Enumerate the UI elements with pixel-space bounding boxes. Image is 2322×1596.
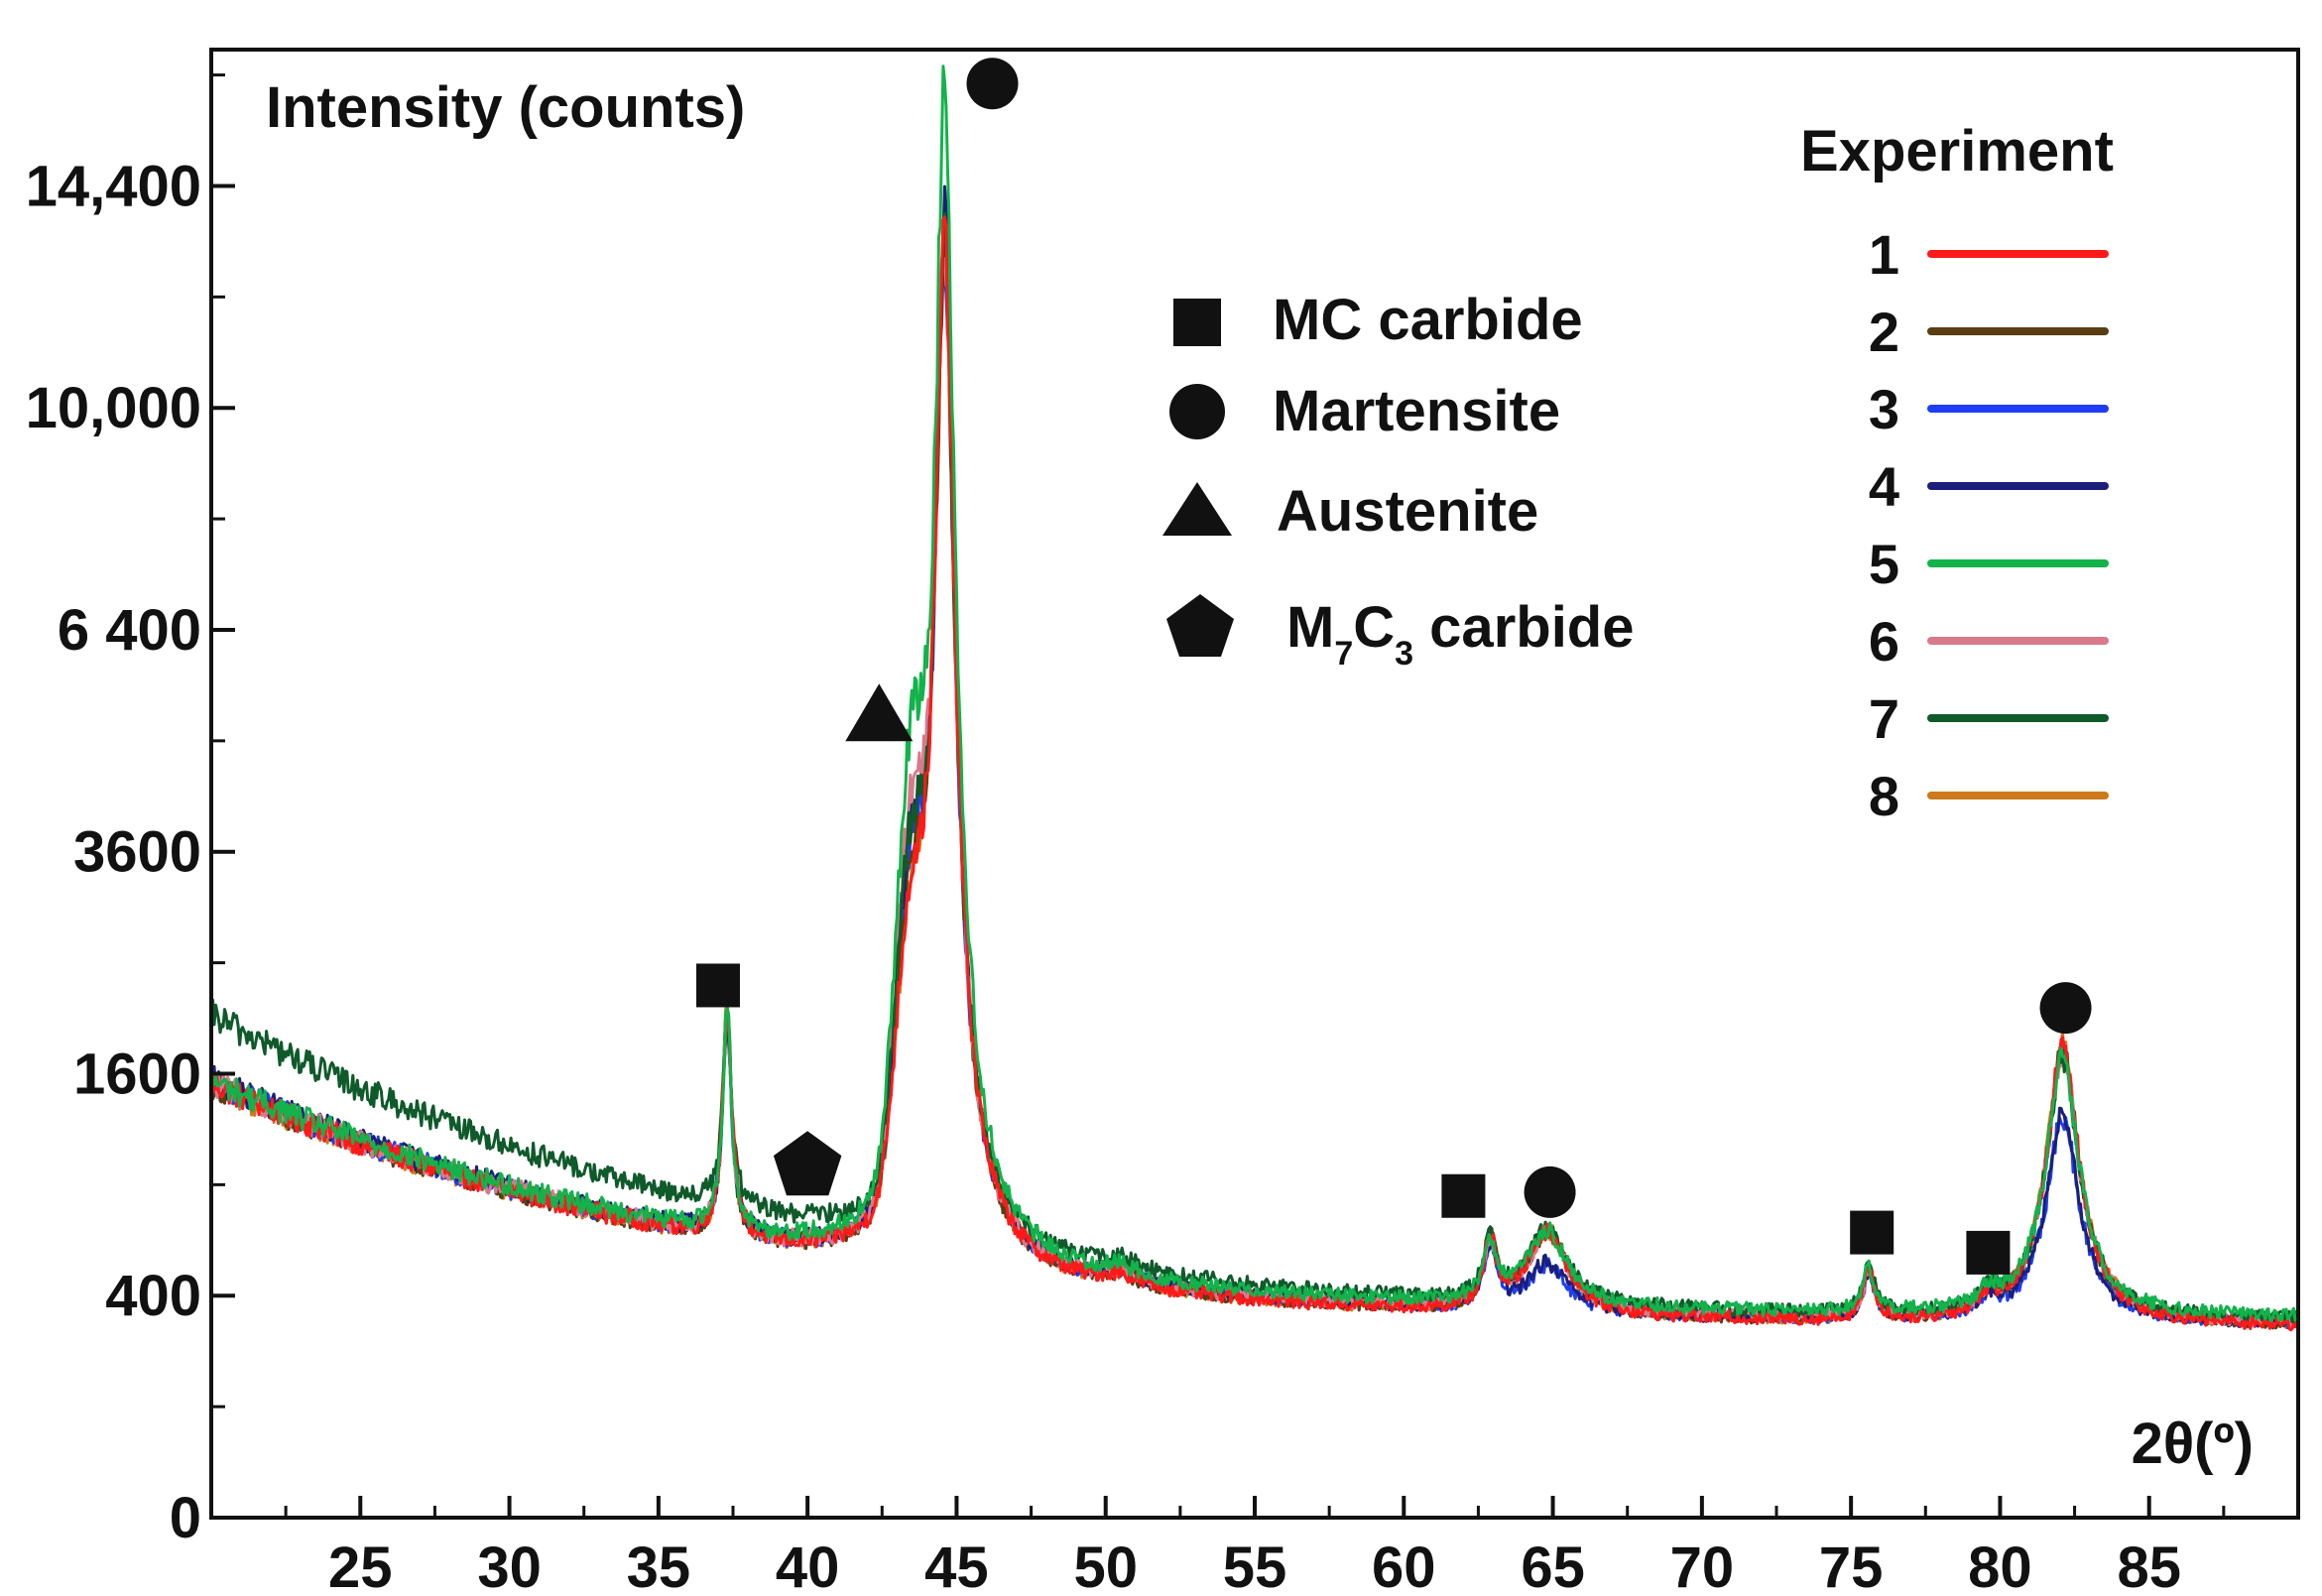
- austenite-marker: [845, 683, 914, 742]
- x-tick-label: 75: [1819, 1535, 1884, 1596]
- legend-title: Experiment: [1800, 119, 2114, 184]
- series-line-5: [209, 64, 2300, 1323]
- y-tick-label: 1600: [73, 1042, 201, 1106]
- phase-legend: MC carbide Martensite Austenite M7C3 car…: [1162, 288, 1635, 673]
- y-tick-label: 6 400: [58, 598, 201, 663]
- y-tick-label: 10,000: [26, 376, 201, 440]
- x-tick-label: 85: [2117, 1535, 2181, 1596]
- x-tick-label: 70: [1670, 1535, 1735, 1596]
- phase-legend-label-m7c3: M7C3 carbide: [1286, 595, 1635, 673]
- m7c3-carbide-marker: [773, 1131, 842, 1196]
- legend-label-4: 4: [1869, 455, 1899, 518]
- legend-label-1: 1: [1869, 223, 1899, 286]
- mc-carbide-marker: [1441, 1173, 1486, 1218]
- series-layer: [209, 64, 2300, 1332]
- x-tick-label: 30: [477, 1535, 542, 1596]
- y-tick-label: 3600: [73, 820, 201, 885]
- phase-legend-label-martensite: Martensite: [1273, 379, 1560, 443]
- x-tick-label: 65: [1521, 1535, 1585, 1596]
- legend-label-7: 7: [1869, 687, 1899, 750]
- phase-legend-label-mc: MC carbide: [1273, 288, 1583, 352]
- y-tick-label: 0: [170, 1486, 201, 1550]
- y-tick-label: 14,400: [26, 154, 201, 218]
- x-tick-label: 35: [627, 1535, 691, 1596]
- x-tick-label: 45: [924, 1535, 989, 1596]
- x-tick-label: 40: [776, 1535, 840, 1596]
- axes-layer: 25 30 35 40 45 50 55 60 65 70 75 80 850400160036006 …: [26, 73, 2226, 1596]
- plot-frame: [209, 48, 2300, 1520]
- legend-label-8: 8: [1869, 765, 1899, 827]
- martensite-marker: [2039, 982, 2092, 1035]
- phase-legend-pentagon-icon: [1166, 594, 1234, 657]
- y-tick-label: 400: [105, 1264, 201, 1328]
- martensite-marker: [1524, 1166, 1576, 1218]
- legend-label-2: 2: [1869, 301, 1899, 363]
- phase-legend-circle-icon: [1169, 384, 1225, 439]
- mc-carbide-marker: [1966, 1230, 2011, 1275]
- y-axis-title: Intensity (counts): [266, 75, 745, 140]
- series-legend: Experiment 1 2 3 4 5 6 7 8: [1800, 119, 2114, 827]
- phase-legend-triangle-icon: [1162, 482, 1232, 536]
- x-tick-label: 55: [1223, 1535, 1287, 1596]
- legend-label-5: 5: [1869, 533, 1899, 595]
- x-tick-label: 50: [1073, 1535, 1138, 1596]
- x-tick-label: 80: [1968, 1535, 2032, 1596]
- x-tick-label: 25: [328, 1535, 393, 1596]
- legend-label-3: 3: [1869, 378, 1899, 440]
- legend-label-6: 6: [1869, 610, 1899, 673]
- mc-carbide-marker: [695, 963, 740, 1008]
- x-tick-label: 60: [1372, 1535, 1436, 1596]
- mc-carbide-marker: [1850, 1210, 1894, 1255]
- phase-legend-label-austenite: Austenite: [1277, 479, 1538, 544]
- martensite-marker: [966, 58, 1019, 110]
- phase-legend-square-icon: [1173, 299, 1221, 346]
- peak-markers: [695, 58, 2092, 1275]
- x-axis-title: 2θ(º): [2132, 1412, 2254, 1476]
- series-line-1: [209, 215, 2299, 1332]
